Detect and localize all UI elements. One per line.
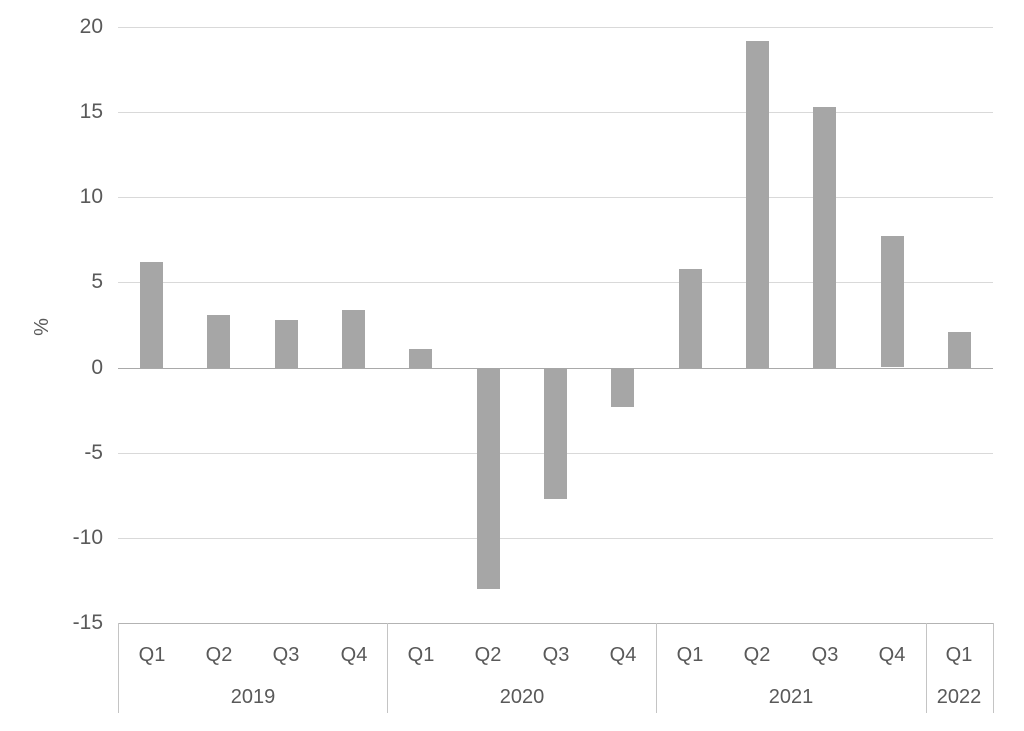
category-separator [993, 623, 994, 713]
y-tick-label: -10 [72, 526, 103, 549]
bar [813, 107, 836, 368]
gridline [118, 282, 993, 283]
y-tick-label: 0 [91, 356, 103, 379]
bar [948, 332, 971, 368]
bar [477, 368, 500, 589]
y-tick-label: 15 [79, 100, 103, 123]
quarter-label: Q3 [272, 644, 300, 666]
bar [746, 41, 769, 368]
quarter-label: Q1 [407, 644, 435, 666]
bar [207, 315, 230, 368]
quarter-label: Q2 [743, 644, 771, 666]
y-axis-title: % [31, 318, 53, 336]
quarter-label: Q2 [474, 644, 502, 666]
bar [275, 320, 298, 368]
category-axis-line [118, 623, 993, 624]
bar [140, 262, 163, 368]
gridline [118, 112, 993, 113]
gridline [118, 197, 993, 198]
year-label: 2019 [230, 686, 276, 708]
y-tick-label: 20 [79, 15, 103, 38]
quarter-label: Q1 [676, 644, 704, 666]
quarter-label: Q1 [945, 644, 973, 666]
y-tick-label: 10 [79, 185, 103, 208]
quarter-label: Q2 [205, 644, 233, 666]
y-tick-label: -5 [84, 441, 103, 464]
gridline [118, 538, 993, 539]
year-label: 2021 [768, 686, 814, 708]
quarter-label: Q3 [811, 644, 839, 666]
bar [881, 236, 904, 367]
category-separator [387, 623, 388, 713]
quarter-label: Q4 [609, 644, 637, 666]
category-separator [656, 623, 657, 713]
bar [611, 368, 634, 407]
quarter-label: Q4 [878, 644, 906, 666]
bar [342, 310, 365, 368]
quarter-label: Q4 [340, 644, 368, 666]
category-separator [926, 623, 927, 713]
quarter-label: Q3 [542, 644, 570, 666]
y-tick-label: -15 [72, 611, 103, 634]
gridline [118, 27, 993, 28]
bar [679, 269, 702, 368]
bar [544, 368, 567, 499]
quarter-label: Q1 [138, 644, 166, 666]
category-separator [118, 623, 119, 713]
year-label: 2020 [499, 686, 545, 708]
y-tick-label: 5 [91, 270, 103, 293]
year-label: 2022 [936, 686, 982, 708]
bar [409, 349, 432, 368]
